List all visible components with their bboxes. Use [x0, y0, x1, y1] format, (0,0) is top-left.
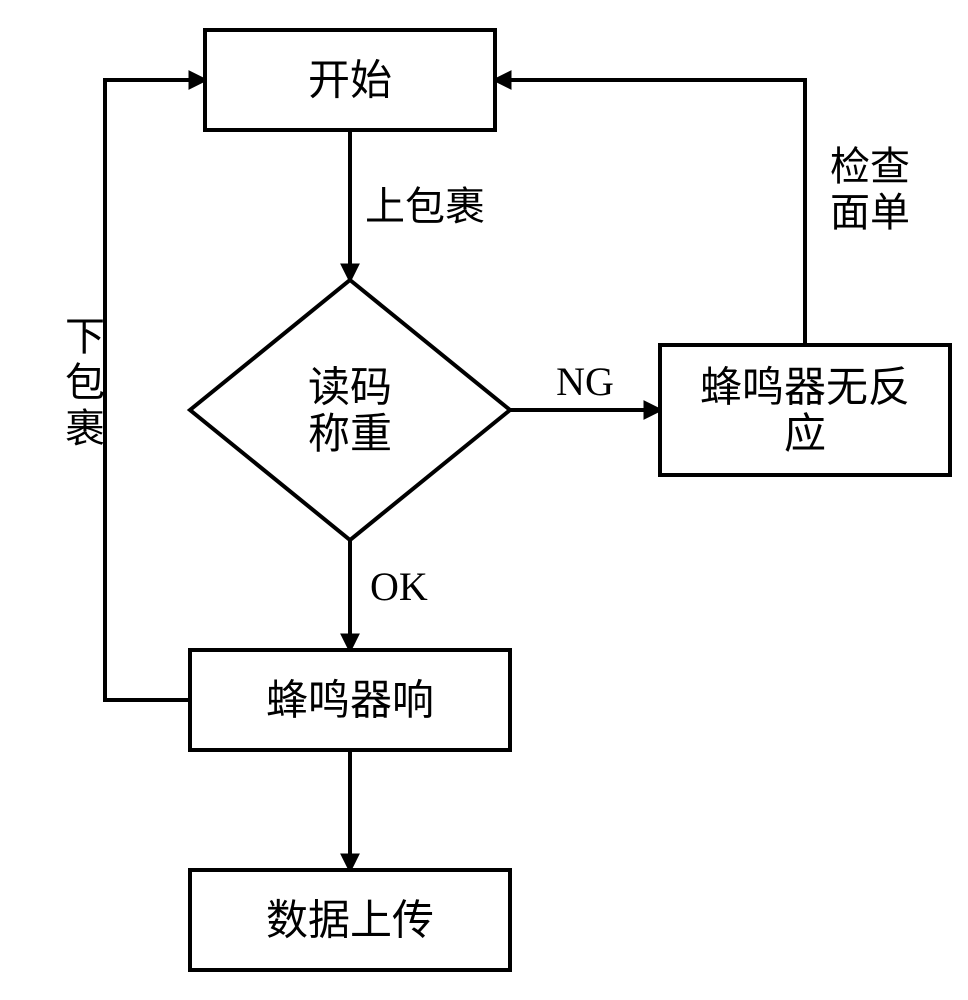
- flowchart-canvas: 上包裹NGOK检查面单下包裹开始读码称重蜂鸣器无反应蜂鸣器响数据上传: [0, 0, 968, 1000]
- edge-label-e3: OK: [370, 564, 428, 609]
- edge-e6: [105, 80, 205, 700]
- node-label-upload: 数据上传: [266, 899, 434, 945]
- edge-label-e2: NG: [556, 359, 614, 404]
- edge-label-e6: 下包裹: [65, 314, 105, 451]
- edge-e5: [495, 80, 805, 345]
- edge-label-e1: 上包裹: [365, 184, 485, 229]
- node-label-decision: 读码称重: [308, 366, 392, 458]
- node-label-buzzer_ok: 蜂鸣器响: [266, 679, 434, 725]
- node-label-start: 开始: [308, 59, 392, 105]
- edge-label-e5: 检查面单: [830, 144, 910, 235]
